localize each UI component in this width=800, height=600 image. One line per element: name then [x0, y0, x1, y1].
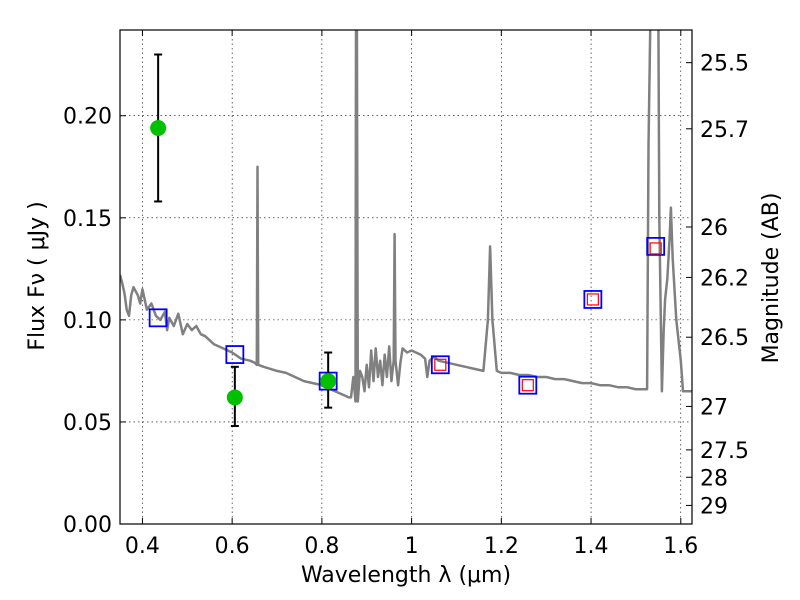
model-photometry-square — [646, 236, 666, 256]
model-photometry-square — [583, 290, 603, 309]
mag-tick-label: 29 — [700, 494, 728, 519]
predicted-flux-square — [434, 358, 447, 371]
mag-tick-label: 26 — [700, 216, 728, 241]
x-axis-title: Wavelength λ (μm) — [301, 563, 511, 588]
mag-tick-label: 25.7 — [700, 118, 749, 143]
model-photometry-square — [518, 375, 538, 395]
x-tick-label: 1.4 — [574, 534, 609, 559]
observed-flux-point — [150, 119, 167, 136]
x-tick-label: 1.6 — [663, 534, 698, 559]
y-tick-label: 0.15 — [63, 207, 112, 232]
y-axis-title: Flux Fν ( μJy ) — [25, 201, 50, 350]
model-photometry-square — [430, 355, 450, 375]
mag-tick-label: 25.5 — [700, 52, 749, 77]
x-tick-label: 0.4 — [125, 534, 160, 559]
observed-flux-point — [226, 389, 243, 406]
ticks: 0.4 0.6 0.8 1 1.2 1.4 1.6 0.00 0.05 0.10 0.15 0.20 2… — [63, 30, 749, 559]
mag-tick-label: 26.5 — [700, 326, 749, 351]
x-tick-label: 1.2 — [484, 534, 519, 559]
model-photometry-square — [148, 308, 168, 328]
plot-frame — [119, 29, 693, 525]
y-tick-label: 0.10 — [63, 309, 112, 334]
model-photometry-square — [225, 345, 245, 364]
sed-template-line — [120, 30, 692, 403]
plot-area — [120, 30, 692, 428]
predicted-flux-square — [649, 242, 662, 255]
mag-tick-label: 28 — [700, 466, 728, 491]
grid — [120, 30, 692, 525]
y-tick-label: 0.05 — [63, 411, 112, 436]
x-tick-label: 1 — [405, 534, 419, 559]
observed-flux-point — [320, 373, 337, 390]
y2-axis-title: Magnitude (AB) — [759, 193, 784, 364]
x-tick-label: 0.6 — [215, 534, 250, 559]
y-tick-label: 0.00 — [63, 513, 112, 538]
predicted-flux-square — [586, 293, 599, 306]
x-tick-label: 0.8 — [304, 534, 339, 559]
mag-tick-label: 27 — [700, 395, 728, 420]
mag-tick-label: 26.2 — [700, 266, 749, 291]
predicted-flux-square — [521, 379, 534, 392]
y-tick-label: 0.20 — [63, 105, 112, 130]
mag-tick-label: 27.5 — [700, 439, 749, 464]
